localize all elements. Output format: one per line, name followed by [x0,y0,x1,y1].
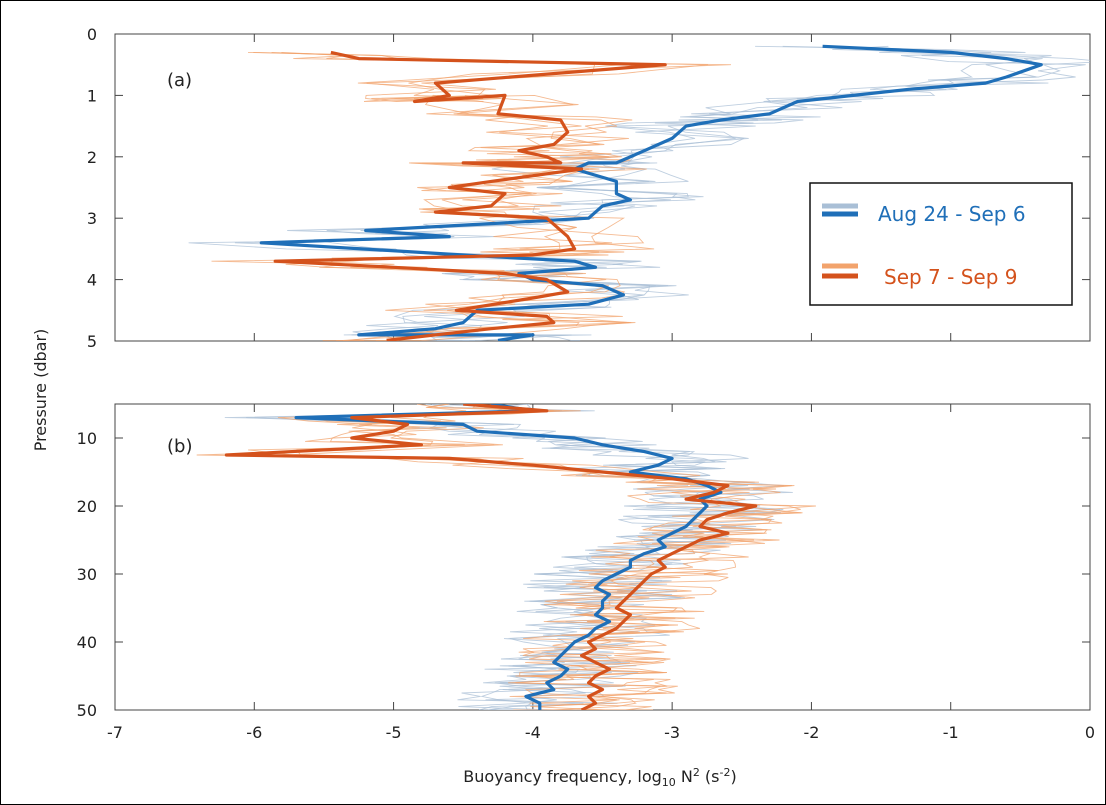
x-tick-label: -2 [803,723,819,742]
y-axis-title: Pressure (dbar) [31,329,50,452]
y-tick-label: 40 [77,633,97,652]
panel-a: 0 1 2 3 4 5 (a) [87,25,1091,351]
y-tick-label: 5 [87,332,97,351]
panel-label-a: (a) [167,70,192,91]
x-axis-title-unit: N [676,767,693,786]
x-axis-title: Buoyancy frequency, log10 N2 (s-2) [463,766,736,789]
legend: Aug 24 - Sep 6 Sep 7 - Sep 9 [809,182,1073,306]
x-axis: -7 -6 -5 -4 -3 -2 -1 0 [107,723,1095,742]
x-axis-title-sub: 10 [662,776,676,789]
y-tick-label: 20 [77,497,97,516]
series-line-aug-24-sep-6 [294,404,723,710]
ensemble-trace-sep [281,51,655,341]
series-line-aug-24-sep-6 [259,44,1043,341]
ensemble-trace-aug [246,404,784,710]
legend-label-aug: Aug 24 - Sep 6 [878,202,1026,226]
x-tick-label: -1 [943,723,959,742]
x-tick-label: -3 [664,723,680,742]
y-tick-label: 30 [77,565,97,584]
panel-b: 10 20 30 40 50 (b) [77,403,1091,720]
series-group [196,404,816,710]
y-tick-label: 10 [77,429,97,448]
panel-label-b: (b) [167,436,192,457]
ensemble-trace-aug [188,45,1049,341]
legend-label-sep: Sep 7 - Sep 9 [884,265,1018,289]
y-tick-label: 2 [87,148,97,167]
x-tick-label: -4 [525,723,541,742]
legend-box [809,182,1073,306]
y-tick-label: 1 [87,86,97,105]
x-tick-label: 0 [1085,723,1095,742]
y-tick-label: 3 [87,209,97,228]
x-axis-title-unit2: (s [700,767,720,786]
ensemble-trace-sep [271,51,631,341]
y-tick-label: 4 [87,271,97,290]
x-axis-title-end: ) [730,767,736,786]
x-tick-label: -7 [107,723,123,742]
series-group [188,44,1090,341]
series-line-sep-7-sep-9 [273,50,667,341]
x-axis-title-main: Buoyancy frequency, log [463,767,661,786]
ensemble-trace-aug [224,404,793,710]
plot-area-a [114,33,1091,342]
series-line-sep-7-sep-9 [224,404,758,710]
y-tick-label: 0 [87,25,97,44]
x-axis-title-sup2: -2 [720,766,731,779]
x-axis-title-sup: 2 [693,766,700,779]
ensemble-trace-sep [196,404,801,710]
y-tick-label: 50 [77,701,97,720]
x-tick-label: -6 [246,723,262,742]
x-tick-label: -5 [386,723,402,742]
